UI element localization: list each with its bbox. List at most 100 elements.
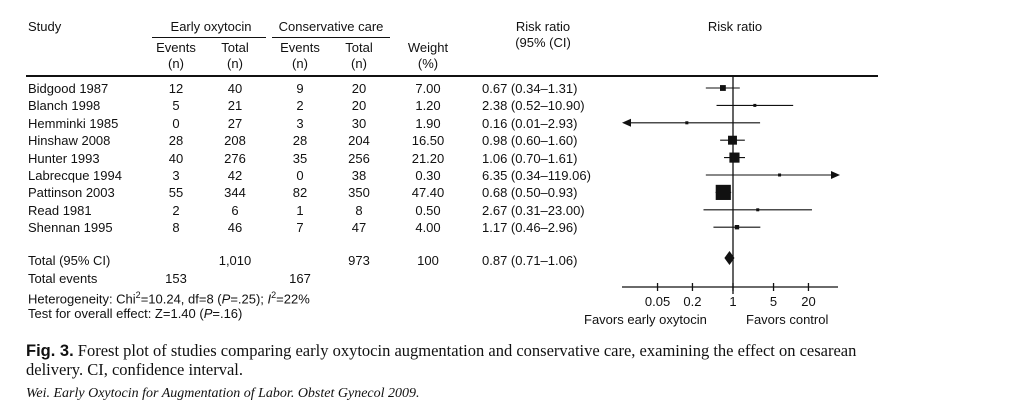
figure-caption: Fig. 3. Forest plot of studies comparing… xyxy=(26,341,857,360)
total-1: 208 xyxy=(224,133,246,149)
figure-caption-line2: delivery. CI, confidence interval. xyxy=(26,360,244,379)
x-tick-label: 0.05 xyxy=(645,294,670,309)
total-2: 38 xyxy=(351,168,367,183)
col-header-early-oxytocin: Early oxytocin xyxy=(170,19,252,34)
study-name: Bidgood 1987 xyxy=(28,81,109,96)
events-1: 55 xyxy=(168,185,184,201)
events-2: 9 xyxy=(296,81,304,96)
col-header-weight-unit: (%) xyxy=(417,56,439,71)
study-name: Pattinson 2003 xyxy=(28,185,115,201)
weight: 21.20 xyxy=(411,150,445,166)
point-estimate xyxy=(729,152,740,163)
weight: 0.50 xyxy=(415,202,441,218)
favors-early-oxytocin-label: Favors early oxytocin xyxy=(584,312,707,327)
total-2: 47 xyxy=(351,220,367,236)
events-2: 0 xyxy=(296,168,304,183)
total-1: 276 xyxy=(224,150,246,166)
weight: 0.30 xyxy=(415,168,441,183)
pooled-diamond xyxy=(724,251,735,265)
weight: 1.20 xyxy=(415,98,441,114)
col-header-events-2: Events xyxy=(280,40,320,55)
risk-ratio-ci: 0.98 (0.60–1.60) xyxy=(482,133,578,149)
study-name: Blanch 1998 xyxy=(28,98,101,114)
total-1: 21 xyxy=(227,98,243,114)
study-name: Read 1981 xyxy=(28,202,92,218)
col-header-total-2-unit: (n) xyxy=(351,56,367,71)
weight: 16.50 xyxy=(411,133,445,149)
overall-effect-text: Test for overall effect: Z=1.40 (P=.16) xyxy=(28,306,243,321)
col-header-events-1-unit: (n) xyxy=(168,56,184,71)
risk-ratio-ci: 0.68 (0.50–0.93) xyxy=(482,185,578,201)
col-header-events-1: Events xyxy=(156,40,196,55)
heterogeneity-text: Heterogeneity: Chi2=10.24, df=8 (P=.25);… xyxy=(28,290,310,307)
plot-header-risk-ratio: Risk ratio xyxy=(707,19,763,34)
total-1: 40 xyxy=(227,81,243,96)
total-1: 42 xyxy=(227,168,243,183)
events-1: 3 xyxy=(172,168,180,183)
total-n1: 1,010 xyxy=(218,253,252,268)
total-events-label: Total events xyxy=(28,271,98,286)
total-weight: 100 xyxy=(417,253,439,268)
events-1: 2 xyxy=(172,202,180,218)
weight: 7.00 xyxy=(415,81,441,96)
risk-ratio-ci: 2.38 (0.52–10.90) xyxy=(482,98,585,114)
point-estimate xyxy=(734,225,740,230)
events-2: 35 xyxy=(292,150,308,166)
favors-control-label: Favors control xyxy=(746,312,829,327)
total-1: 27 xyxy=(227,115,243,131)
point-estimate xyxy=(720,85,726,91)
point-estimate xyxy=(756,208,760,212)
events-2: 1 xyxy=(296,202,304,218)
events-1: 28 xyxy=(168,133,184,149)
total-ci: 0.87 (0.71–1.06) xyxy=(482,253,578,268)
total-1: 6 xyxy=(231,202,239,218)
figure-source: Wei. Early Oxytocin for Augmentation of … xyxy=(26,386,420,401)
total-2: 20 xyxy=(351,81,367,96)
risk-ratio-ci: 6.35 (0.34–119.06) xyxy=(482,168,591,183)
x-tick-label: 20 xyxy=(801,294,815,309)
events-1: 8 xyxy=(172,220,180,236)
ci-arrow-left xyxy=(622,118,631,127)
events-1: 5 xyxy=(172,98,180,114)
weight: 47.40 xyxy=(411,185,445,201)
study-name: Hunter 1993 xyxy=(28,150,100,166)
total-2: 8 xyxy=(355,202,363,218)
total-2: 30 xyxy=(351,115,367,131)
header-rule xyxy=(26,75,878,77)
figure-number: Fig. 3. xyxy=(26,342,74,360)
total-events-e2: 167 xyxy=(289,271,311,286)
risk-ratio-ci: 2.67 (0.31–23.00) xyxy=(482,202,585,218)
weight: 4.00 xyxy=(415,220,441,236)
events-2: 7 xyxy=(296,220,304,236)
col-header-study: Study xyxy=(28,19,62,34)
col-header-conservative-care: Conservative care xyxy=(278,19,384,34)
events-2: 82 xyxy=(292,185,308,201)
group1-underline xyxy=(152,37,266,38)
total-label: Total (95% CI) xyxy=(28,253,111,268)
total-2: 204 xyxy=(348,133,370,149)
col-header-total-2: Total xyxy=(345,40,373,55)
ci-arrow-right xyxy=(831,171,840,179)
col-header-risk-ratio-ci: (95% (CI) xyxy=(515,35,571,50)
risk-ratio-ci: 1.17 (0.46–2.96) xyxy=(482,220,578,236)
events-1: 12 xyxy=(168,81,184,96)
study-name: Hinshaw 2008 xyxy=(28,133,111,149)
total-1: 46 xyxy=(227,220,243,236)
group2-underline xyxy=(272,37,390,38)
total-2: 256 xyxy=(348,150,370,166)
study-name: Hemminki 1985 xyxy=(28,115,119,131)
x-tick-label: 1 xyxy=(729,294,736,309)
col-header-total-1-unit: (n) xyxy=(227,56,243,71)
events-1: 40 xyxy=(168,150,184,166)
weight: 1.90 xyxy=(415,115,441,131)
col-header-events-2-unit: (n) xyxy=(292,56,308,71)
point-estimate xyxy=(685,121,689,125)
events-2: 2 xyxy=(296,98,304,114)
col-header-risk-ratio: Risk ratio xyxy=(515,19,571,34)
total-n2: 973 xyxy=(348,253,370,268)
total-2: 350 xyxy=(348,185,370,201)
events-1: 0 xyxy=(172,115,180,131)
total-2: 20 xyxy=(351,98,367,114)
col-header-weight: Weight xyxy=(407,40,449,55)
